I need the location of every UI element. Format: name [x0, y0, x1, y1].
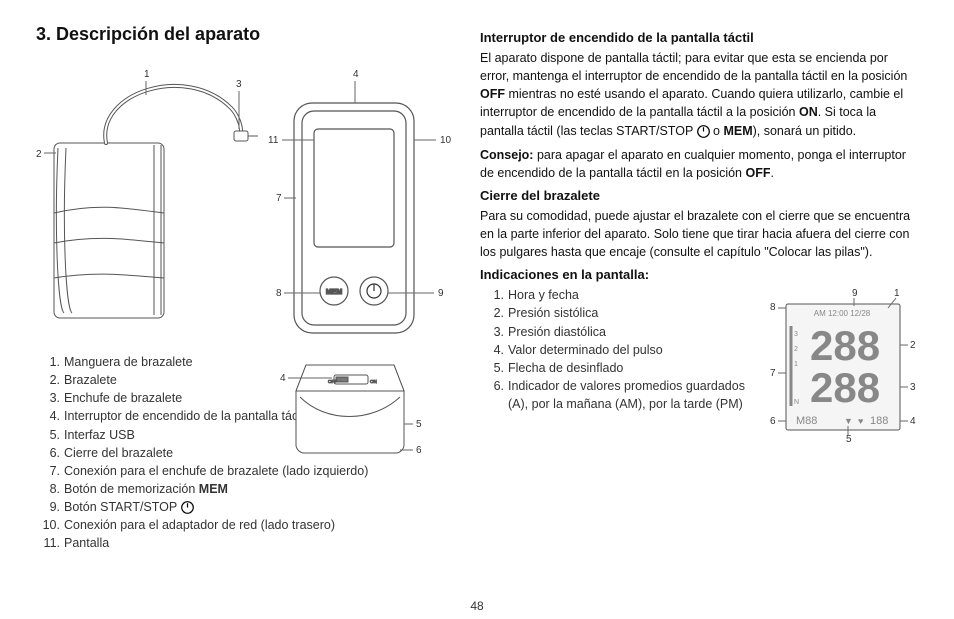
callout-num: 5 — [416, 419, 422, 430]
callout-num: 9 — [438, 288, 444, 299]
lcd-dia: 288 — [810, 364, 880, 411]
tip-paragraph: Consejo: para apagar el aparato en cualq… — [480, 146, 918, 182]
callout-num: 7 — [276, 193, 282, 204]
callout-num: 3 — [910, 382, 916, 393]
callout-num: 5 — [846, 434, 852, 445]
lcd-pulse: 188 — [870, 415, 888, 427]
callout-num: 4 — [353, 69, 359, 80]
callout-num: 8 — [276, 288, 282, 299]
display-list-item: 5.Flecha de desinflado — [484, 359, 746, 377]
svg-text:2: 2 — [794, 346, 798, 353]
callout-num: 3 — [236, 79, 242, 90]
paragraph: El aparato dispone de pantalla táctil; p… — [480, 49, 918, 140]
parts-list-item: 10.Conexión para el adaptador de red (la… — [40, 516, 456, 534]
display-list-item: 3.Presión diastólica — [484, 323, 746, 341]
switch-off-label: OFF — [328, 379, 337, 384]
power-icon — [697, 125, 710, 138]
paragraph: Para su comodidad, puede ajustar el braz… — [480, 207, 918, 261]
device-diagram: 2 1 3 MEM 4 — [36, 53, 456, 353]
device-front-illustration: MEM — [294, 103, 414, 333]
mem-button-label: MEM — [326, 289, 343, 296]
display-list-item: 6.Indicador de valores promedios guardad… — [484, 377, 746, 413]
svg-text:288: 288 — [810, 364, 880, 411]
lcd-datetime: AM 12:00 12/28 — [814, 309, 871, 318]
lcd-heart: ♥ — [858, 416, 863, 426]
display-list-item: 1.Hora y fecha — [484, 286, 746, 304]
svg-text:N: N — [794, 399, 799, 406]
display-list-item: 4.Valor determinado del pulso — [484, 341, 746, 359]
page-number: 48 — [0, 599, 954, 613]
callout-num: 7 — [770, 368, 776, 379]
callout-num: 1 — [144, 69, 150, 80]
svg-text:288: 288 — [810, 322, 880, 369]
lcd-arrow: ▼ — [844, 416, 853, 426]
callout-num: 6 — [770, 416, 776, 427]
display-list: 1.Hora y fecha2.Presión sistólica3.Presi… — [480, 286, 746, 413]
subheading-display: Indicaciones en la pantalla: — [480, 267, 918, 282]
callout-num: 10 — [440, 135, 452, 146]
callout-num: 2 — [36, 149, 42, 160]
callout-num: 4 — [910, 416, 916, 427]
subheading-touch-switch: Interruptor de encendido de la pantalla … — [480, 30, 918, 45]
parts-list-item: 11.Pantalla — [40, 534, 456, 552]
callout-num: 1 — [894, 288, 900, 299]
display-list-item: 2.Presión sistólica — [484, 304, 746, 322]
cuff-illustration — [54, 86, 258, 318]
subheading-cuff-lock: Cierre del brazalete — [480, 188, 918, 203]
device-base-diagram: OFF ON 4 5 6 — [276, 353, 426, 483]
display-diagram: AM 12:00 12/28 288 288 M88 ▼ ♥ 188 — [758, 286, 918, 451]
callout-num: 4 — [280, 373, 286, 384]
callout-num: 11 — [268, 135, 279, 146]
parts-list-item: 9.Botón START/STOP — [40, 498, 456, 516]
section-heading: 3. Descripción del aparato — [36, 24, 456, 45]
callout-num: 9 — [852, 288, 858, 299]
svg-text:3: 3 — [794, 331, 798, 338]
svg-text:1: 1 — [794, 361, 798, 368]
callout-num: 6 — [416, 445, 422, 456]
callout-num: 8 — [770, 302, 776, 313]
callout-num: 2 — [910, 340, 916, 351]
switch-on-label: ON — [370, 379, 377, 384]
lcd-mem: M88 — [796, 415, 817, 427]
lcd-sys: 288 — [810, 322, 880, 369]
